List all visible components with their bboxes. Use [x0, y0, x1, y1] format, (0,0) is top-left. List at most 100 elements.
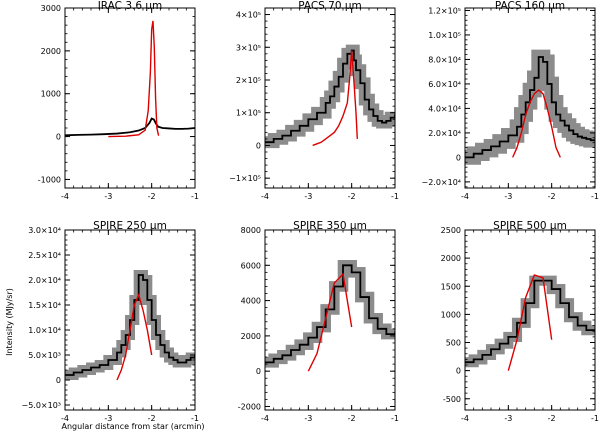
x-tick-label: -1 — [591, 414, 599, 423]
y-tick-label: 0 — [456, 153, 461, 162]
y-tick-label: 500 — [446, 339, 461, 348]
panel-title: SPIRE 250 μm — [93, 220, 167, 232]
y-tick-label: 2500 — [441, 226, 461, 235]
observed-profile-line — [265, 49, 395, 144]
model-profile-line — [507, 274, 553, 371]
x-tick-label: -2 — [148, 192, 156, 201]
x-tick-label: -3 — [104, 192, 112, 201]
chart-panel-1: -4 -3 -2 -1 -1000 0 1000 2000 3000 IRAC 3.6 μm — [38, 0, 199, 201]
plot-area — [65, 20, 195, 138]
y-tick-label: 4×10⁵ — [236, 11, 261, 20]
y-tick-label: −1×10⁵ — [229, 174, 261, 183]
y-axis-label: Intensity (MJy/sr) — [5, 288, 14, 356]
panel-title: IRAC 3.6 μm — [98, 0, 163, 12]
y-tick-label: -2000 — [238, 402, 261, 411]
y-tick-label: 0 — [56, 133, 61, 142]
x-tick-label: -4 — [261, 414, 269, 423]
x-tick-label: -4 — [61, 192, 69, 201]
x-tick-label: -1 — [391, 414, 399, 423]
x-tick-label: -4 — [261, 192, 269, 201]
observed-profile-line — [465, 279, 595, 364]
y-tick-label: 0 — [256, 367, 261, 376]
y-tick-label: 4.0×10⁴ — [428, 104, 461, 113]
chart-panel-3: -4 -3 -2 -1 −2.0×10⁴ 0 2.0×10⁴ 4.0×10⁴ 6.0×10⁴ 8.… — [421, 0, 599, 201]
y-tick-label: 2000 — [441, 254, 461, 263]
y-tick-label: 4000 — [241, 297, 261, 306]
x-tick-label: -2 — [548, 414, 556, 423]
y-tick-label: 6000 — [241, 261, 261, 270]
y-tick-label: 1.5×10⁴ — [28, 301, 61, 310]
y-tick-label: 2000 — [41, 47, 61, 56]
y-tick-label: 2000 — [241, 332, 261, 341]
y-tick-label: −2.0×10⁴ — [421, 178, 461, 187]
error-band — [265, 259, 395, 368]
error-band — [465, 49, 595, 165]
observed-profile-line — [65, 117, 195, 137]
x-tick-label: -3 — [104, 414, 112, 423]
y-tick-label: 6.0×10⁴ — [428, 80, 461, 89]
y-tick-label: -500 — [443, 395, 461, 404]
y-tick-label: 5.0×10³ — [28, 351, 61, 360]
y-tick-label: 0 — [56, 376, 61, 385]
model-profile-line — [116, 292, 153, 381]
model-profile-line — [512, 89, 561, 158]
plot-area — [65, 270, 195, 381]
model-profile-line — [307, 272, 353, 372]
y-tick-label: 0 — [256, 141, 261, 150]
model-profile-line — [312, 50, 358, 147]
error-band — [465, 275, 595, 368]
panel-title: SPIRE 500 μm — [493, 220, 567, 232]
y-tick-label: 1.0×10⁴ — [28, 326, 61, 335]
plot-frame — [264, 229, 396, 411]
y-tick-label: −5.0×10³ — [21, 401, 61, 410]
chart-panel-6: -4 -3 -2 -1 -500 0 500 1000 1500 2000 2500 SPIRE 50… — [441, 220, 599, 423]
y-tick-label: 2×10⁵ — [236, 76, 261, 85]
panel-title: PACS 70 μm — [298, 0, 362, 12]
y-tick-label: 2.5×10⁴ — [28, 251, 61, 260]
x-tick-label: -4 — [461, 192, 469, 201]
x-tick-label: -3 — [304, 414, 312, 423]
y-tick-label: 2.0×10⁴ — [428, 129, 461, 138]
x-tick-label: -2 — [148, 414, 156, 423]
plot-area — [265, 259, 395, 372]
y-tick-label: 8000 — [241, 226, 261, 235]
x-tick-label: -2 — [548, 192, 556, 201]
y-tick-label: 3000 — [41, 4, 61, 13]
chart-panel-5: -4 -3 -2 -1 -2000 0 2000 4000 6000 8000 SPIRE 350 … — [238, 220, 399, 423]
model-profile-line — [108, 20, 160, 138]
y-tick-label: 3×10⁵ — [236, 43, 261, 52]
x-tick-label: -4 — [461, 414, 469, 423]
x-tick-label: -3 — [504, 192, 512, 201]
x-tick-label: -4 — [61, 414, 69, 423]
chart-panel-4: -4 -3 -2 -1 −5.0×10³ 0 5.0×10³ 1.0×10⁴ 1.5×10⁴ 2.… — [21, 220, 199, 423]
y-tick-label: -1000 — [38, 175, 61, 184]
y-tick-label: 3.0×10⁴ — [28, 226, 61, 235]
x-tick-label: -1 — [191, 414, 199, 423]
chart-panel-2: -4 -3 -2 -1 −1×10⁵ 0 1×10⁵ 2×10⁵ 3×10⁵ 4×10⁵ PACS … — [229, 0, 399, 201]
x-tick-label: -1 — [391, 192, 399, 201]
plot-frame — [264, 7, 396, 189]
plot-area — [465, 49, 595, 165]
y-tick-label: 1×10⁵ — [236, 109, 261, 118]
y-tick-label: 1000 — [441, 310, 461, 319]
observed-profile-line — [65, 274, 195, 376]
plot-area — [265, 44, 395, 149]
plot-area — [465, 274, 595, 371]
x-axis-label: Angular distance from star (arcmin) — [61, 422, 204, 431]
y-tick-label: 2.0×10⁴ — [28, 276, 61, 285]
observed-profile-line — [265, 264, 395, 364]
plot-frame — [464, 7, 596, 189]
y-tick-label: 8.0×10⁴ — [428, 55, 461, 64]
x-tick-label: -3 — [304, 192, 312, 201]
plot-frame — [64, 7, 196, 189]
y-tick-label: 1500 — [441, 282, 461, 291]
y-tick-label: 0 — [456, 367, 461, 376]
x-tick-label: -1 — [591, 192, 599, 201]
y-tick-label: 1000 — [41, 90, 61, 99]
panel-title: SPIRE 350 μm — [293, 220, 367, 232]
y-tick-label: 1.2×10⁵ — [428, 6, 461, 15]
x-tick-label: -3 — [504, 414, 512, 423]
y-tick-label: 1.0×10⁵ — [428, 31, 461, 40]
panel-title: PACS 160 μm — [495, 0, 565, 12]
